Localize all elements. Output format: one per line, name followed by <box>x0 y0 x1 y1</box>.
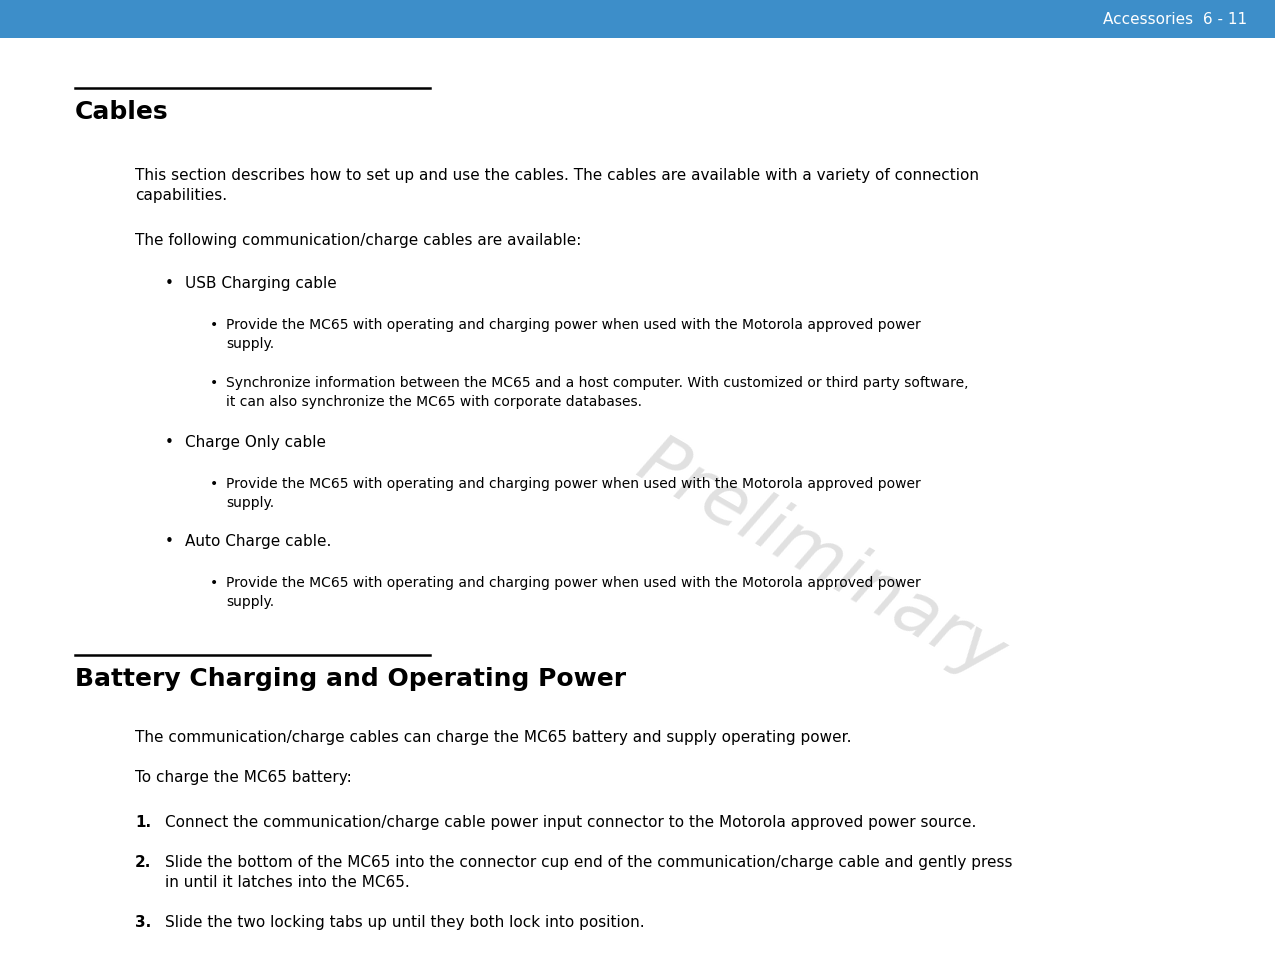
Text: To charge the MC65 battery:: To charge the MC65 battery: <box>135 770 352 785</box>
Text: Charge Only cable: Charge Only cable <box>185 435 326 450</box>
Text: •: • <box>210 376 218 390</box>
Text: Slide the bottom of the MC65 into the connector cup end of the communication/cha: Slide the bottom of the MC65 into the co… <box>164 855 1012 891</box>
Text: Accessories  6 - 11: Accessories 6 - 11 <box>1103 12 1247 26</box>
Text: Preliminary: Preliminary <box>625 427 1015 693</box>
Text: This section describes how to set up and use the cables. The cables are availabl: This section describes how to set up and… <box>135 168 979 204</box>
Text: Auto Charge cable.: Auto Charge cable. <box>185 534 332 549</box>
Text: •: • <box>164 534 173 549</box>
Text: •: • <box>210 477 218 491</box>
Text: USB Charging cable: USB Charging cable <box>185 276 337 291</box>
Text: Provide the MC65 with operating and charging power when used with the Motorola a: Provide the MC65 with operating and char… <box>226 576 921 609</box>
Text: Battery Charging and Operating Power: Battery Charging and Operating Power <box>75 667 626 691</box>
Text: Synchronize information between the MC65 and a host computer. With customized or: Synchronize information between the MC65… <box>226 376 969 409</box>
Text: Cables: Cables <box>75 100 168 124</box>
Text: •: • <box>210 576 218 590</box>
Bar <box>0 0 1275 38</box>
Text: •: • <box>164 435 173 450</box>
Text: 1.: 1. <box>135 815 152 830</box>
Text: •: • <box>164 276 173 291</box>
Text: 3.: 3. <box>135 915 152 930</box>
Text: Slide the two locking tabs up until they both lock into position.: Slide the two locking tabs up until they… <box>164 915 645 930</box>
Text: 2.: 2. <box>135 855 152 870</box>
Text: Provide the MC65 with operating and charging power when used with the Motorola a: Provide the MC65 with operating and char… <box>226 477 921 510</box>
Text: •: • <box>210 318 218 332</box>
Text: The communication/charge cables can charge the MC65 battery and supply operating: The communication/charge cables can char… <box>135 730 852 745</box>
Text: Provide the MC65 with operating and charging power when used with the Motorola a: Provide the MC65 with operating and char… <box>226 318 921 351</box>
Text: Connect the communication/charge cable power input connector to the Motorola app: Connect the communication/charge cable p… <box>164 815 977 830</box>
Text: The following communication/charge cables are available:: The following communication/charge cable… <box>135 233 581 248</box>
